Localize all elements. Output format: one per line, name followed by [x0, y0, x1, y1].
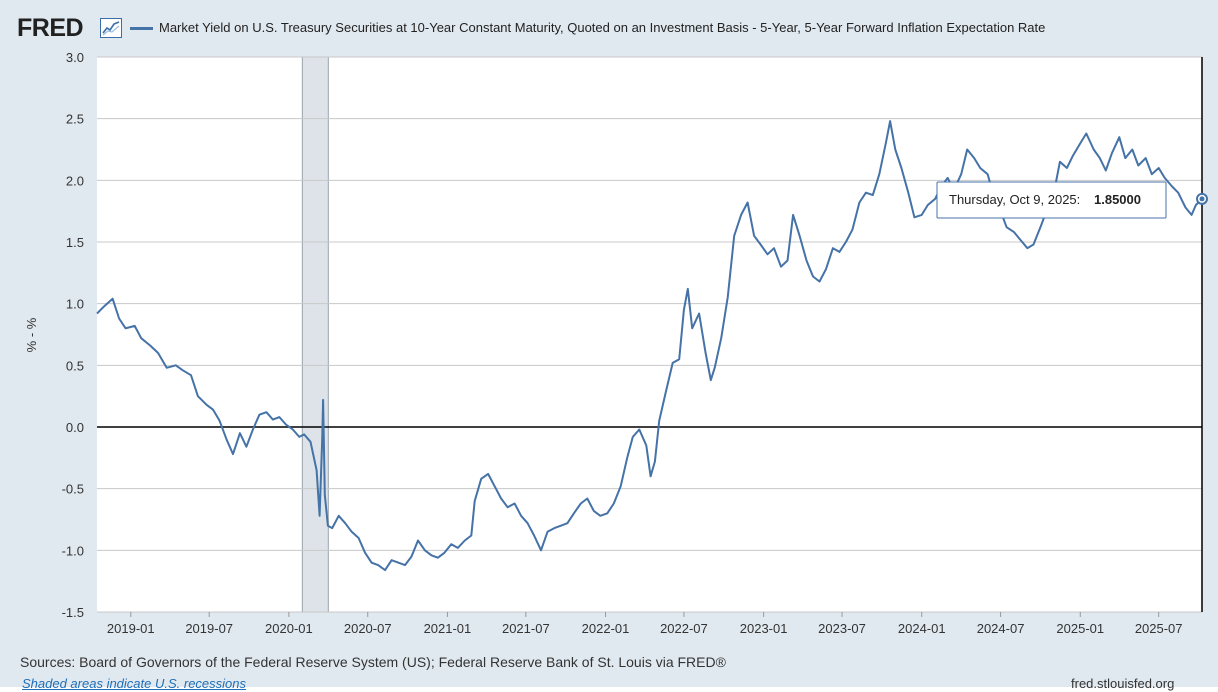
- x-tick-label: 2020-01: [265, 621, 313, 636]
- legend[interactable]: Market Yield on U.S. Treasury Securities…: [130, 20, 1045, 36]
- x-tick-label: 2021-01: [424, 621, 472, 636]
- fred-logo[interactable]: FRED: [17, 14, 84, 42]
- line-chart-icon: [100, 18, 122, 38]
- x-tick-label: 2025-01: [1056, 621, 1104, 636]
- x-tick-label: 2024-07: [977, 621, 1025, 636]
- y-axis-label: % - %: [24, 317, 39, 352]
- y-tick-label: 1.5: [66, 235, 84, 250]
- line-chart[interactable]: 3.0 2.5 2.0 1.5 1.0 0.5 0.0 -0.5 -1.0 -1.5 2019-0…: [0, 0, 1218, 640]
- x-tick-label: 2020-07: [344, 621, 392, 636]
- plot-area: [97, 57, 1202, 612]
- y-tick-label: 0.5: [66, 358, 84, 373]
- x-tick-label: 2023-01: [740, 621, 788, 636]
- x-tick-label: 2019-01: [107, 621, 155, 636]
- x-tick-label: 2024-01: [898, 621, 946, 636]
- series-line[interactable]: [96, 120, 1203, 572]
- y-tick-label: -0.5: [62, 482, 84, 497]
- y-tick-label: 2.5: [66, 112, 84, 127]
- y-tick-label: 2.0: [66, 173, 84, 188]
- recession-band: [302, 57, 329, 612]
- legend-swatch: [130, 27, 153, 31]
- site-url[interactable]: fred.stlouisfed.org: [1071, 676, 1175, 691]
- y-tick-label: 0.0: [66, 420, 84, 435]
- x-tick-label: 2019-07: [185, 621, 233, 636]
- sources-note: Sources: Board of Governors of the Feder…: [20, 654, 726, 670]
- x-tick-label: 2025-07: [1135, 621, 1183, 636]
- x-tick-label: 2022-01: [582, 621, 630, 636]
- y-tick-label: -1.0: [62, 543, 84, 558]
- y-tick-label: -1.5: [62, 605, 84, 620]
- x-tick-label: 2022-07: [660, 621, 708, 636]
- tooltip-date: Thursday, Oct 9, 2025:: [949, 192, 1080, 207]
- y-tick-label: 1.0: [66, 297, 84, 312]
- tooltip-value: 1.85000: [1094, 192, 1141, 207]
- tooltip: Thursday, Oct 9, 2025: 1.85000: [936, 181, 1167, 219]
- x-tick-label: 2021-07: [502, 621, 550, 636]
- hover-marker-dot: [1199, 196, 1205, 202]
- recession-note-link[interactable]: Shaded areas indicate U.S. recessions: [22, 676, 247, 691]
- legend-label: Market Yield on U.S. Treasury Securities…: [159, 20, 1046, 35]
- x-tick-label: 2023-07: [818, 621, 866, 636]
- y-tick-label: 3.0: [66, 50, 84, 65]
